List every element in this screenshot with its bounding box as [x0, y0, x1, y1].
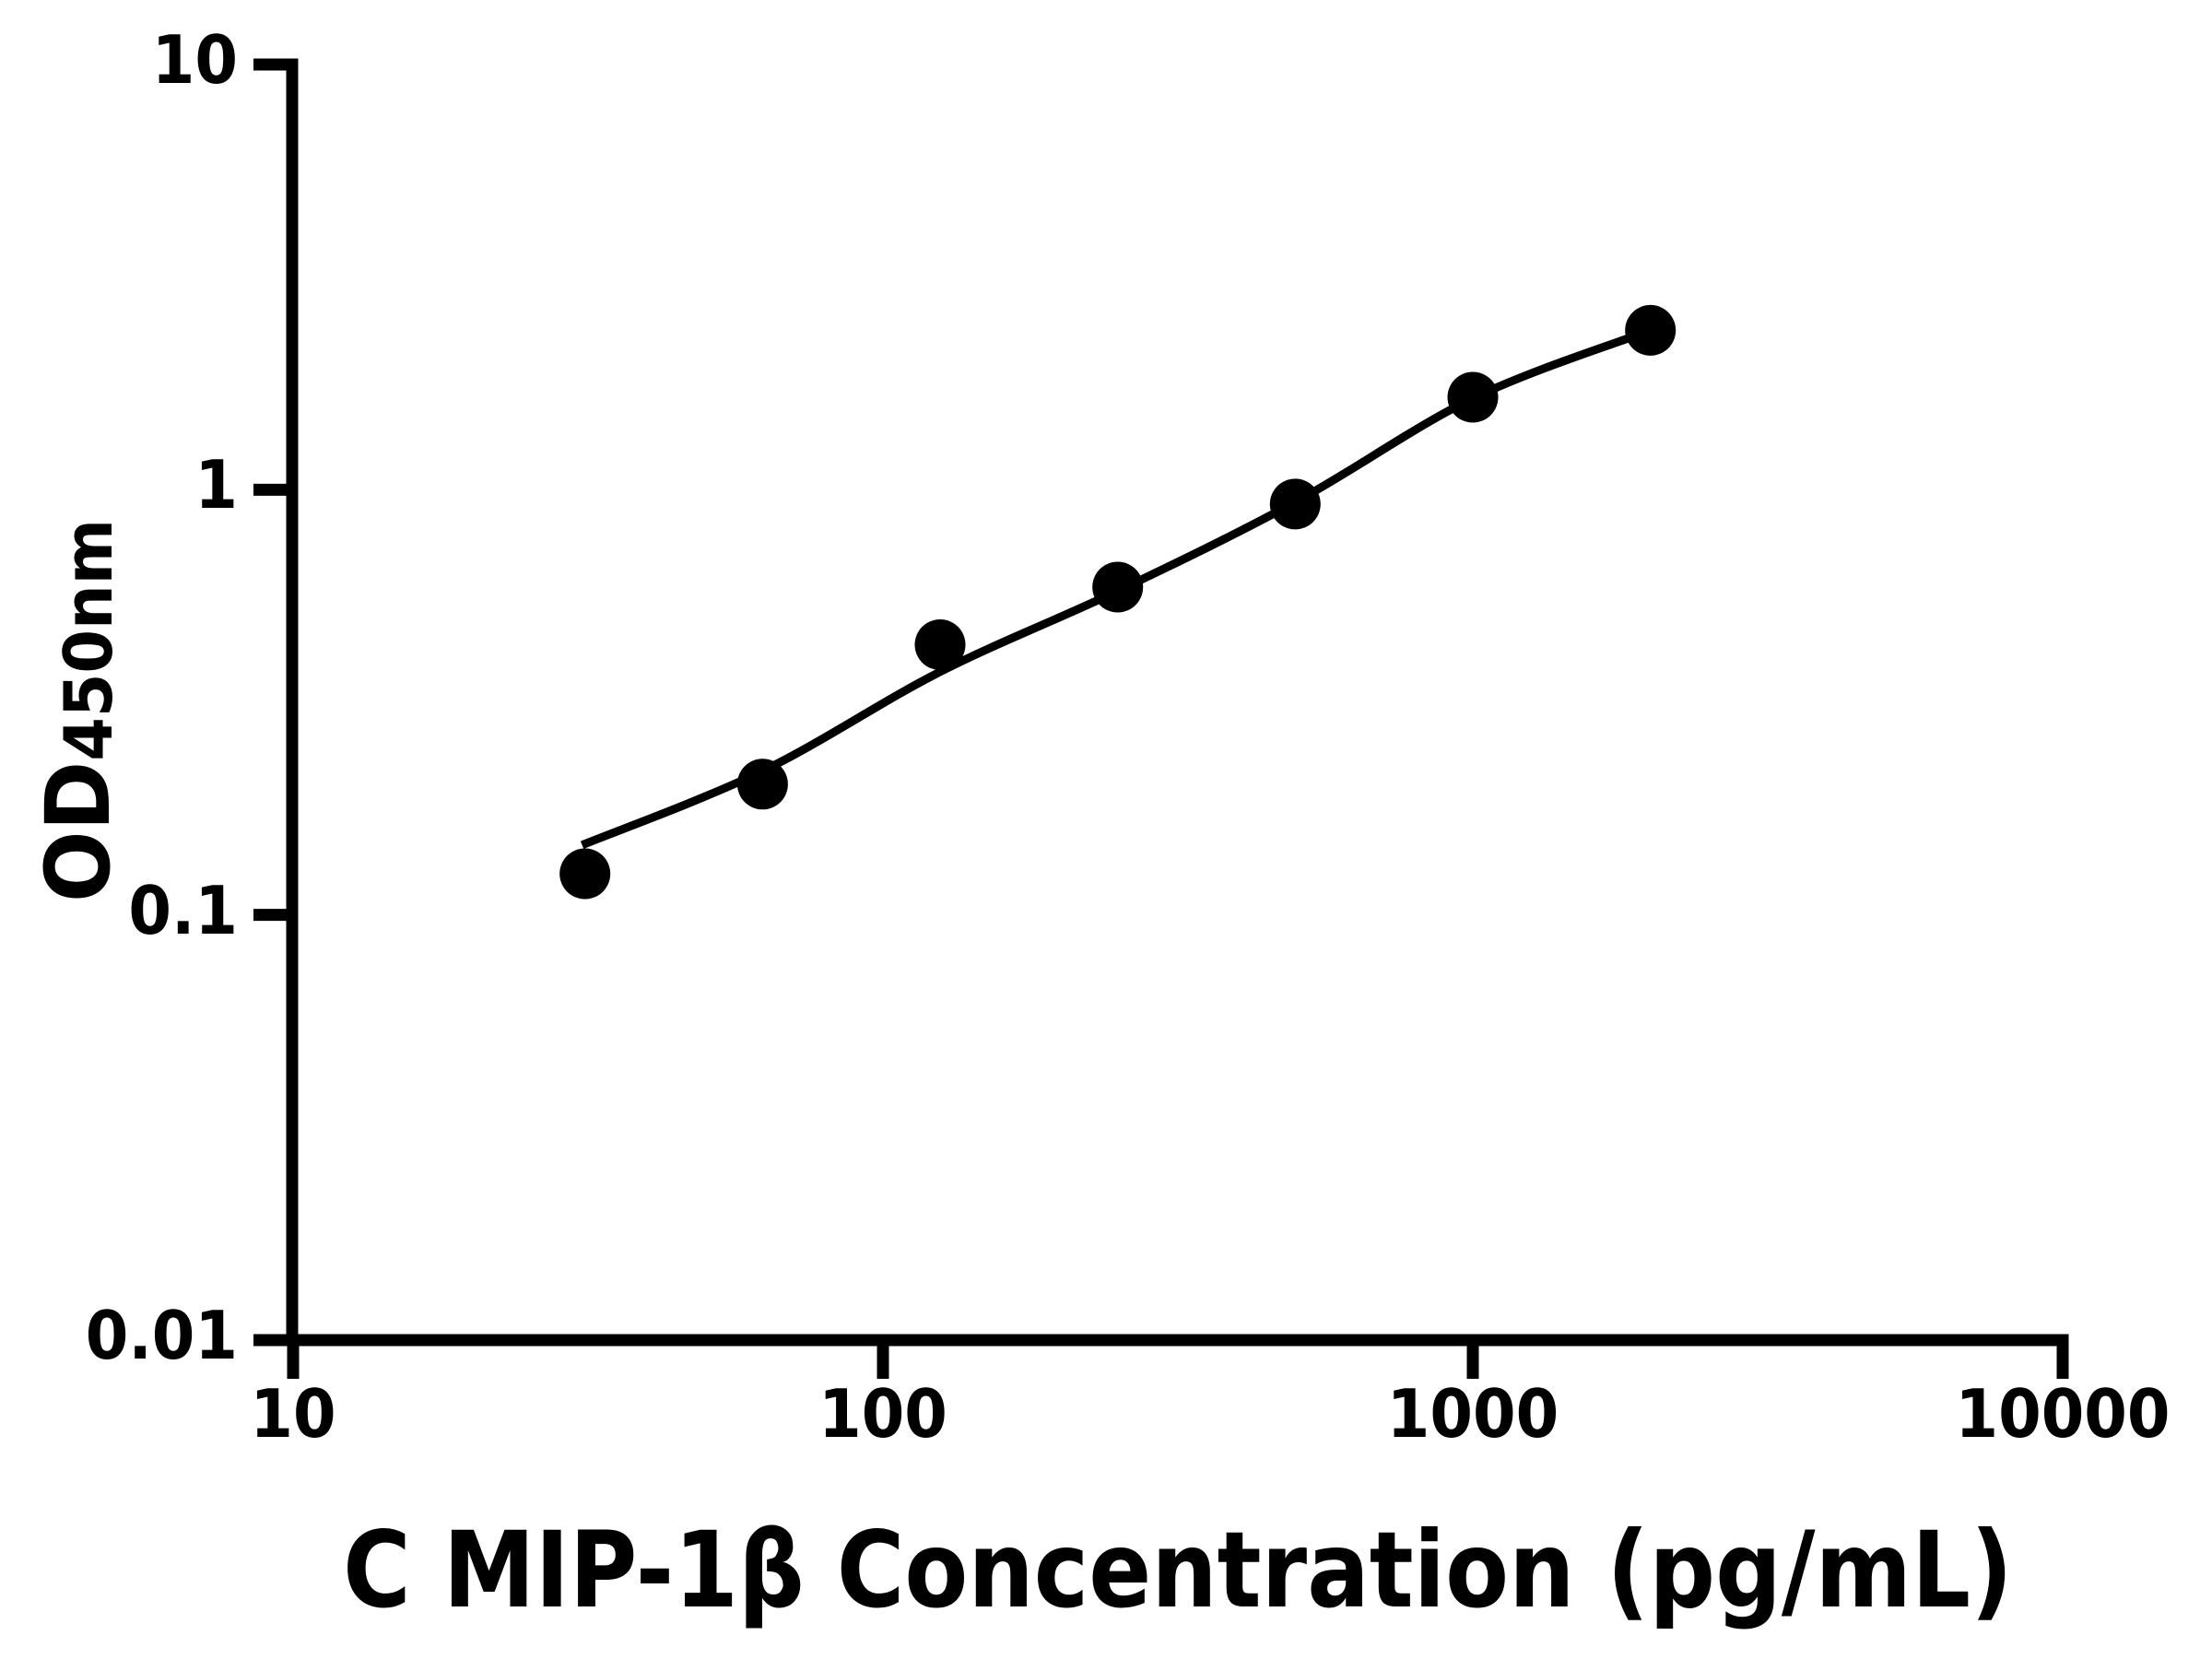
- y-tick-label-0.1: 0.1: [128, 872, 238, 949]
- y-axis-title: OD 450nm: [27, 509, 130, 912]
- x-axis-ticks: [287, 1340, 2069, 1379]
- data-points: [559, 304, 1677, 900]
- y-axis-title-text: OD 450nm: [27, 519, 130, 902]
- x-axis-title: C MIP-1β Concentration (pg/mL): [343, 1509, 2013, 1631]
- y-axis-ticks: [253, 58, 292, 1347]
- y-axis-title-subscript: 450nm: [50, 519, 127, 761]
- y-axis-title-main: OD: [27, 760, 130, 902]
- x-tick-label-1000: 1000: [1386, 1375, 1559, 1453]
- x-tick-label-10000: 10000: [1955, 1375, 2171, 1453]
- y-tick-label-0.01: 0.01: [85, 1297, 238, 1374]
- x-tick-label-10: 10: [250, 1375, 336, 1453]
- x-tick-label-100: 100: [818, 1375, 947, 1453]
- y-tick-label-1: 1: [194, 446, 238, 524]
- y-tick-label-10: 10: [151, 21, 238, 99]
